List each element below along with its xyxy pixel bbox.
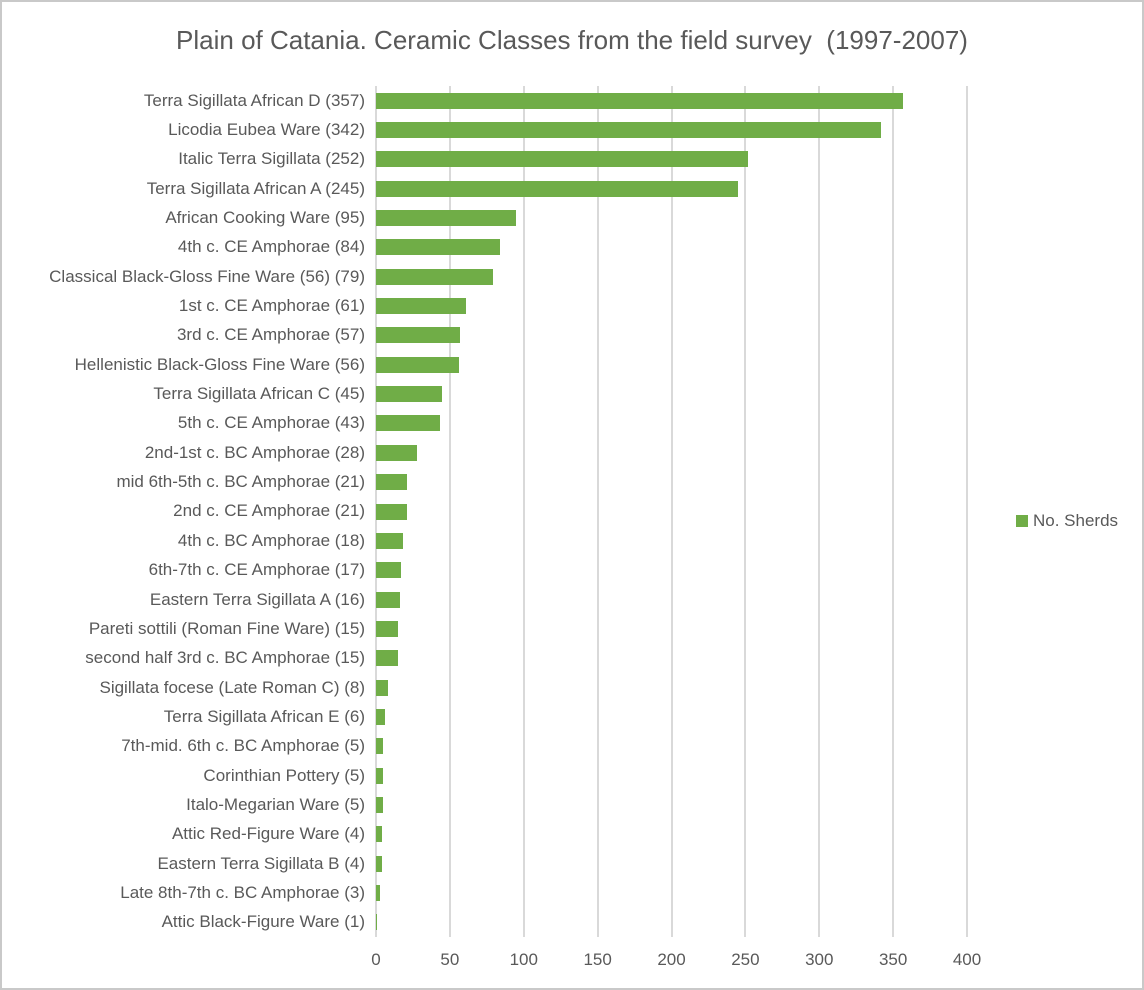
category-label: mid 6th-5th c. BC Amphorae (21): [116, 472, 365, 492]
bar: [376, 796, 384, 813]
category-label: Classical Black-Gloss Fine Ware (56) (79…: [49, 266, 365, 286]
legend-label: No. Sherds: [1033, 511, 1119, 530]
bar: [376, 620, 399, 637]
gridline: [596, 86, 599, 937]
category-label: Eastern Terra Sigillata B (4): [157, 853, 365, 873]
category-label: Italo-Megarian Ware (5): [186, 794, 365, 814]
bar: [376, 591, 400, 608]
bar: [376, 826, 382, 843]
legend-marker-icon: [1016, 515, 1028, 527]
bar: [376, 679, 388, 696]
bar: [376, 151, 749, 168]
gridline: [448, 86, 451, 937]
bar: [376, 92, 904, 109]
x-tick-label: 250: [731, 950, 760, 969]
gridline: [522, 86, 525, 937]
category-label: Late 8th-7th c. BC Amphorae (3): [120, 882, 365, 902]
plot-area: [375, 86, 968, 937]
bar: [376, 855, 382, 872]
bar: [376, 327, 461, 344]
category-label: second half 3rd c. BC Amphorae (15): [85, 648, 365, 668]
bar: [376, 708, 385, 725]
bar: [376, 180, 738, 197]
category-label: 7th-mid. 6th c. BC Amphorae (5): [121, 736, 365, 756]
category-label: 2nd-1st c. BC Amphorae (28): [144, 442, 365, 462]
category-axis: Terra Sigillata African D (357) Licodia E…: [2, 86, 365, 937]
category-label: Terra Sigillata African E (6): [163, 706, 365, 726]
category-label: Attic Black-Figure Ware (1): [161, 912, 365, 932]
x-tick-label: 350: [878, 950, 908, 969]
bar: [376, 474, 408, 491]
bar: [376, 884, 381, 901]
bar: [376, 914, 378, 931]
category-label: Hellenistic Black-Gloss Fine Ware (56): [74, 354, 365, 374]
x-tick-label: 50: [440, 950, 460, 969]
x-tick-label: 200: [657, 950, 686, 969]
legend: No. Sherds: [1016, 511, 1118, 531]
category-label: 1st c. CE Amphorae (61): [178, 296, 365, 316]
category-label: Attic Red-Figure Ware (4): [171, 824, 365, 844]
bar: [376, 650, 399, 667]
bar: [376, 298, 467, 315]
bar: [376, 268, 493, 285]
bar: [376, 356, 459, 373]
gridline: [892, 86, 895, 937]
category-label: 3rd c. CE Amphorae (57): [176, 325, 365, 345]
x-tick-label: 0: [371, 950, 381, 969]
bar: [376, 738, 384, 755]
category-label: 4th c. CE Amphorae (84): [177, 237, 365, 257]
category-label: Terra Sigillata African D (357): [143, 90, 365, 110]
category-label: 2nd c. CE Amphorae (21): [173, 501, 365, 521]
chart-title: Plain of Catania. Ceramic Classes from t…: [176, 25, 968, 55]
bar: [376, 767, 384, 784]
category-label: 5th c. CE Amphorae (43): [177, 413, 365, 433]
gridline: [744, 86, 747, 937]
gridline: [670, 86, 673, 937]
bar: [376, 503, 408, 520]
category-label: Sigillata focese (Late Roman C) (8): [99, 677, 365, 697]
category-label: 4th c. BC Amphorae (18): [177, 530, 365, 550]
bar: [376, 444, 418, 461]
bar: [376, 562, 402, 579]
category-label: Terra Sigillata African A (245): [146, 178, 365, 198]
category-label: Licodia Eubea Ware (342): [168, 120, 365, 140]
x-tick-label: 300: [805, 950, 834, 969]
category-label: Eastern Terra Sigillata A (16): [149, 589, 365, 609]
x-tick-label: 100: [509, 950, 538, 969]
x-axis: 0 50 100 150 200 250 300 350 400: [371, 949, 981, 973]
bar: [376, 532, 403, 549]
bar: [376, 239, 501, 256]
category-label: African Cooking Ware (95): [165, 208, 365, 228]
gridline: [966, 86, 968, 937]
x-tick-label: 400: [952, 950, 982, 969]
bar: [376, 386, 443, 403]
category-label: Italic Terra Sigillata (252): [178, 149, 365, 169]
x-tick-label: 150: [583, 950, 612, 969]
gridline: [818, 86, 821, 937]
category-label: Terra Sigillata African C (45): [153, 384, 365, 404]
category-label: 6th-7th c. CE Amphorae (17): [148, 560, 365, 580]
category-label: Corinthian Pottery (5): [203, 765, 365, 785]
bar: [376, 122, 882, 139]
category-label: Pareti sottili (Roman Fine Ware) (15): [88, 618, 365, 638]
bar: [376, 415, 440, 432]
bar: [376, 210, 517, 227]
